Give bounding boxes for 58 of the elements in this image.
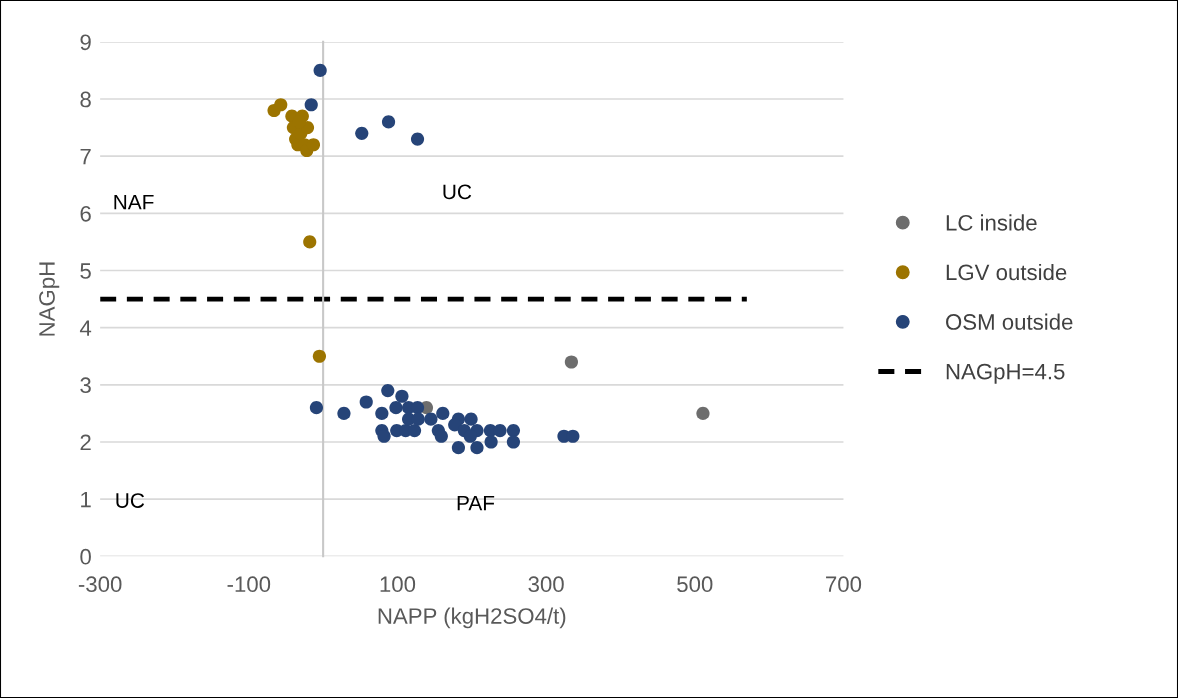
point (566, 429, 580, 443)
point (434, 429, 448, 443)
point (506, 423, 520, 438)
y-tick-label: 9 (80, 34, 91, 51)
point (448, 418, 462, 432)
y-tick-label: 8 (80, 91, 91, 108)
point (506, 435, 520, 449)
annotation: UC (116, 493, 145, 508)
point (395, 389, 409, 403)
point (377, 429, 391, 443)
point (381, 115, 396, 129)
point (464, 412, 478, 426)
y-tick-label: 0 (80, 548, 91, 565)
y-tick-label: 7 (80, 148, 91, 165)
point (463, 429, 477, 443)
legend-label: LGV outside (946, 263, 1067, 281)
annotation: UC (443, 184, 472, 200)
point (424, 412, 438, 426)
legend-label: OSM outside (946, 313, 1073, 330)
point (375, 406, 389, 420)
point (470, 441, 484, 455)
x-tick-label: 100 (380, 576, 416, 593)
y-tick-label: 3 (80, 377, 91, 394)
y-tick-label: 2 (80, 434, 91, 451)
y-axis-title: NAGpH (39, 262, 60, 336)
annotation: PAF (457, 495, 495, 511)
point (436, 406, 450, 420)
y-tick-label: 1 (81, 491, 91, 508)
point (309, 401, 324, 415)
point (274, 98, 288, 112)
legend-label: NAGpH=4.5 (946, 363, 1065, 384)
point (304, 98, 318, 112)
point (313, 63, 327, 78)
x-tick-label: -300 (78, 576, 122, 593)
point (381, 383, 395, 398)
point (337, 406, 351, 420)
y-tick-label: 4 (79, 320, 92, 336)
y-tick-label: 5 (80, 263, 91, 279)
x-tick-label: 700 (826, 576, 862, 593)
x-tick-label: -100 (227, 576, 271, 593)
x-axis-title: NAPP (kgH2SO4/t) (378, 607, 566, 629)
point (410, 132, 425, 146)
point (451, 441, 465, 455)
x-tick-label: 500 (677, 576, 713, 593)
point (359, 395, 373, 409)
point (355, 126, 369, 140)
point (312, 349, 326, 363)
point (564, 355, 578, 369)
point (484, 435, 498, 449)
point (493, 423, 507, 438)
annotation: NAF (114, 194, 154, 210)
legend-label: LC inside (946, 214, 1037, 231)
y-tick-label: 6 (80, 205, 91, 222)
point (411, 412, 425, 426)
point (389, 401, 403, 415)
point (303, 235, 317, 249)
point (696, 406, 710, 420)
x-tick-label: 300 (528, 576, 564, 593)
